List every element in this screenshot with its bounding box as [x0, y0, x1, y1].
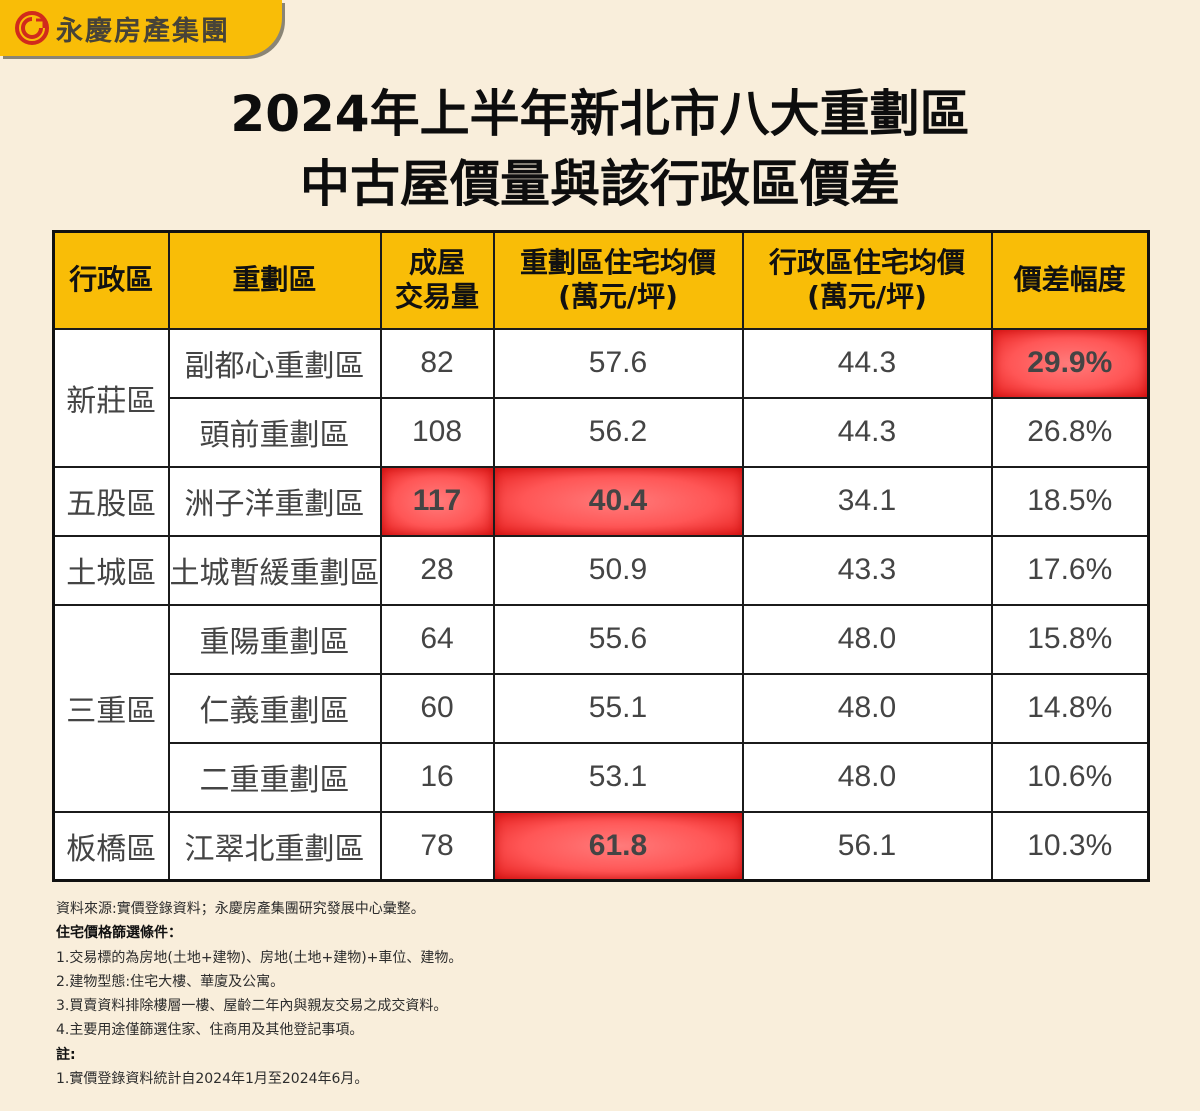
- zone-price-cell-highlighted: 61.8: [492, 810, 744, 882]
- table-header-row: 行政區 重劃區 成屋 交易量 重劃區住宅均價 (萬元/坪) 行政區住宅均價 (萬元/坪…: [52, 230, 1150, 330]
- volume-cell: 28: [379, 534, 495, 606]
- zone-price-cell: 57.6: [492, 327, 744, 399]
- zone-cell: 頭前重劃區: [167, 396, 382, 468]
- gap-cell: 15.8%: [990, 603, 1150, 675]
- zone-price-cell: 55.1: [492, 672, 744, 744]
- gap-cell-highlighted: 29.9%: [990, 327, 1150, 399]
- price-comparison-table: 行政區 重劃區 成屋 交易量 重劃區住宅均價 (萬元/坪) 行政區住宅均價 (萬元/坪…: [52, 230, 1150, 882]
- zone-price-cell: 53.1: [492, 741, 744, 813]
- district-price-cell: 48.0: [741, 741, 993, 813]
- page-title-line1: 2024年上半年新北市八大重劃區: [230, 85, 970, 143]
- district-price-cell: 44.3: [741, 327, 993, 399]
- table-row: 二重重劃區 16 53.1 48.0 10.6%: [54, 741, 1150, 813]
- zone-cell: 副都心重劃區: [167, 327, 382, 399]
- zone-price-cell: 50.9: [492, 534, 744, 606]
- page-title-line2: 中古屋價量與該行政區價差: [300, 155, 900, 213]
- header-gap: 價差幅度: [990, 230, 1150, 330]
- source-note: 資料來源:實價登錄資料；永慶房產集團研究發展中心彙整。: [56, 901, 425, 917]
- table-row: 五股區 洲子洋重劃區 117 40.4 34.1 18.5%: [52, 465, 1150, 537]
- zone-cell: 重陽重劃區: [167, 603, 382, 675]
- table-row: 頭前重劃區 108 56.2 44.3 26.8%: [54, 396, 1150, 468]
- gap-cell: 14.8%: [990, 672, 1150, 744]
- table-row: 土城區 土城暫緩重劃區 28 50.9 43.3 17.6%: [52, 534, 1150, 606]
- zone-cell: 土城暫緩重劃區: [167, 534, 382, 606]
- gap-cell: 17.6%: [990, 534, 1150, 606]
- volume-cell: 108: [379, 396, 495, 468]
- district-price-cell: 48.0: [741, 603, 993, 675]
- header-district-price: 行政區住宅均價 (萬元/坪): [741, 230, 993, 330]
- volume-cell: 64: [379, 603, 495, 675]
- zone-cell: 洲子洋重劃區: [167, 465, 382, 537]
- zone-cell: 江翠北重劃區: [167, 810, 382, 882]
- criteria-item: 2.建物型態:住宅大樓、華廈及公寓。: [56, 973, 285, 990]
- volume-cell: 78: [379, 810, 495, 882]
- header-zone: 重劃區: [167, 230, 382, 330]
- criteria-title: 住宅價格篩選條件：: [56, 925, 182, 942]
- table-row: 板橋區 江翠北重劃區 78 61.8 56.1 10.3%: [52, 810, 1150, 882]
- circular-arrow-logo-icon: [14, 10, 50, 46]
- gap-cell: 10.3%: [990, 810, 1150, 882]
- district-price-cell: 34.1: [741, 465, 993, 537]
- table-row: 三重區 重陽重劃區 64 55.6 48.0 15.8%: [52, 603, 1150, 813]
- district-price-cell: 44.3: [741, 396, 993, 468]
- volume-cell: 16: [379, 741, 495, 813]
- table-row: 新莊區 副都心重劃區 82 57.6 44.3 29.9%: [52, 327, 1150, 468]
- gap-cell: 18.5%: [990, 465, 1150, 537]
- district-price-cell: 48.0: [741, 672, 993, 744]
- zone-cell: 仁義重劃區: [167, 672, 382, 744]
- volume-cell-highlighted: 117: [379, 465, 495, 537]
- table-row: 仁義重劃區 60 55.1 48.0 14.8%: [54, 672, 1150, 744]
- remark-title: 註:: [56, 1046, 76, 1063]
- criteria-item: 3.買賣資料排除樓層一樓、屋齡二年內與親友交易之成交資料。: [56, 998, 448, 1015]
- district-price-cell: 56.1: [741, 810, 993, 882]
- header-volume: 成屋 交易量: [379, 230, 495, 330]
- footnotes: 資料來源:實價登錄資料；永慶房產集團研究發展中心彙整。 住宅價格篩選條件： 1.…: [56, 897, 462, 1091]
- zone-cell: 二重重劃區: [167, 741, 382, 813]
- zone-price-cell-highlighted: 40.4: [492, 465, 744, 537]
- header-zone-price: 重劃區住宅均價 (萬元/坪): [492, 230, 744, 330]
- header-district: 行政區: [52, 230, 170, 330]
- district-cell: 土城區: [52, 534, 170, 606]
- gap-cell: 10.6%: [990, 741, 1150, 813]
- remark-item: 1.實價登錄資料統計自2024年1月至2024年6月。: [56, 1071, 369, 1088]
- gap-cell: 26.8%: [990, 396, 1150, 468]
- district-cell: 板橋區: [52, 810, 170, 882]
- volume-cell: 82: [379, 327, 495, 399]
- district-cell: 五股區: [52, 465, 170, 537]
- district-price-cell: 43.3: [741, 534, 993, 606]
- district-cell: 新莊區: [52, 327, 170, 468]
- brand-name: 永慶房產集團: [56, 15, 230, 47]
- brand-badge: 永慶房產集團: [0, 0, 282, 56]
- criteria-item: 4.主要用途僅篩選住家、住商用及其他登記事項。: [56, 1022, 364, 1039]
- volume-cell: 60: [379, 672, 495, 744]
- zone-price-cell: 55.6: [492, 603, 744, 675]
- criteria-item: 1.交易標的為房地(土地+建物)、房地(土地+建物)+車位、建物。: [56, 949, 463, 966]
- zone-price-cell: 56.2: [492, 396, 744, 468]
- district-cell: 三重區: [52, 603, 170, 813]
